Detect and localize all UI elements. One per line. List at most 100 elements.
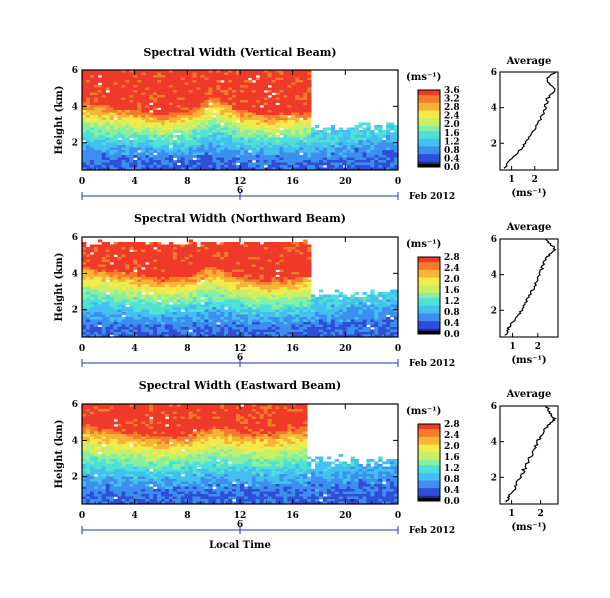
heatmap-cell <box>200 294 205 298</box>
heatmap-cell <box>216 140 221 143</box>
heatmap-cell <box>307 115 312 118</box>
heatmap-cell <box>172 80 178 83</box>
heatmap-cell <box>334 150 340 153</box>
heatmap-cell <box>101 85 107 88</box>
heatmap-cell <box>164 100 170 103</box>
heatmap-cell <box>180 269 186 273</box>
heatmap-cell <box>247 289 253 293</box>
heatmap-cell <box>216 314 221 318</box>
heatmap-cell <box>153 127 158 131</box>
heatmap-cell <box>85 152 91 156</box>
heatmap-cell <box>117 155 122 158</box>
heatmap-cell <box>255 105 261 108</box>
heatmap-cell <box>319 135 324 138</box>
heatmap-cell <box>295 252 300 255</box>
heatmap-cell <box>263 100 268 103</box>
heatmap-cell <box>267 299 272 303</box>
heatmap-cell <box>295 249 300 253</box>
heatmap-cell <box>243 165 249 168</box>
heatmap-cell <box>374 125 379 128</box>
heatmap-cell <box>228 112 233 116</box>
heatmap-cell <box>180 244 186 248</box>
heatmap-cell <box>161 132 166 136</box>
heatmap-cell <box>283 292 288 295</box>
heatmap-cell <box>236 157 241 161</box>
heatmap-cell <box>208 287 213 290</box>
heatmap-cell <box>153 82 158 86</box>
heatmap-cell <box>243 150 249 153</box>
heatmap-cell <box>82 77 87 81</box>
heatmap-cell <box>287 110 292 113</box>
heatmap-cell <box>161 252 166 255</box>
heatmap-cell <box>133 77 138 81</box>
heatmap-cell <box>192 312 197 315</box>
heatmap-cell <box>82 254 87 258</box>
heatmap-cell <box>271 307 276 310</box>
heatmap-cell <box>291 302 296 305</box>
heatmap-cell <box>236 82 241 86</box>
heatmap-cell <box>224 304 229 308</box>
heatmap-cell <box>287 249 292 253</box>
heatmap-cell <box>303 75 308 78</box>
heatmap-cell <box>208 75 213 78</box>
heatmap-cell <box>228 80 233 83</box>
heatmap-cell <box>89 312 95 315</box>
heatmap-cell <box>164 249 170 253</box>
heatmap-cell <box>101 152 107 156</box>
heatmap-cell <box>307 297 312 300</box>
heatmap-cell <box>157 142 162 146</box>
heatmap-cell <box>267 249 272 253</box>
heatmap-cell <box>82 160 87 163</box>
heatmap-cell <box>188 105 193 108</box>
heatmap-cell <box>243 102 249 106</box>
heatmap-cell <box>283 147 288 151</box>
heatmap-cell <box>255 157 261 161</box>
heatmap-cell <box>180 105 186 108</box>
heatmap-cell <box>133 334 138 337</box>
heatmap-cell <box>303 327 308 330</box>
heatmap-cell <box>176 299 182 303</box>
heatmap-cell <box>311 162 316 166</box>
heatmap-cell <box>101 122 107 126</box>
heatmap-cell <box>267 102 272 106</box>
heatmap-cell <box>113 289 118 293</box>
heatmap-cell <box>267 262 272 265</box>
heatmap-cell <box>200 244 205 248</box>
heatmap-cell <box>97 137 103 141</box>
heatmap-cell <box>326 160 332 163</box>
heatmap-cell <box>172 147 178 151</box>
heatmap-cell <box>176 307 182 310</box>
heatmap-cell <box>212 294 217 298</box>
heatmap-cell <box>307 244 312 248</box>
heatmap-cell <box>275 75 280 78</box>
heatmap-cell <box>224 115 229 118</box>
heatmap-cell <box>255 257 261 260</box>
heatmap-cell <box>121 294 126 298</box>
heatmap-cell <box>354 145 359 148</box>
heatmap-cell <box>240 297 245 300</box>
heatmap-cell <box>267 75 272 78</box>
heatmap-cell <box>232 269 237 273</box>
heatmap-cell <box>89 112 95 116</box>
heatmap-cell <box>240 302 245 305</box>
heatmap-cell <box>82 135 87 138</box>
heatmap-cell <box>334 167 340 170</box>
heatmap-cell <box>255 312 261 315</box>
heatmap-cell <box>299 249 304 253</box>
heatmap-cell <box>311 137 316 141</box>
heatmap-cell <box>263 125 268 128</box>
heatmap-cell <box>319 304 324 308</box>
heatmap-cell <box>141 75 146 78</box>
heatmap-cell <box>212 122 217 126</box>
heatmap-cell <box>157 259 162 263</box>
heatmap-cell <box>101 262 107 265</box>
heatmap-cell <box>204 142 209 146</box>
heatmap-cell <box>196 102 201 106</box>
heatmap-cell <box>342 137 347 141</box>
heatmap-cell <box>247 294 253 298</box>
heatmap-cell <box>374 167 379 170</box>
heatmap-cell <box>259 272 265 275</box>
heatmap-cell <box>263 157 268 161</box>
heatmap-cell <box>283 287 288 290</box>
heatmap-cell <box>330 137 336 141</box>
